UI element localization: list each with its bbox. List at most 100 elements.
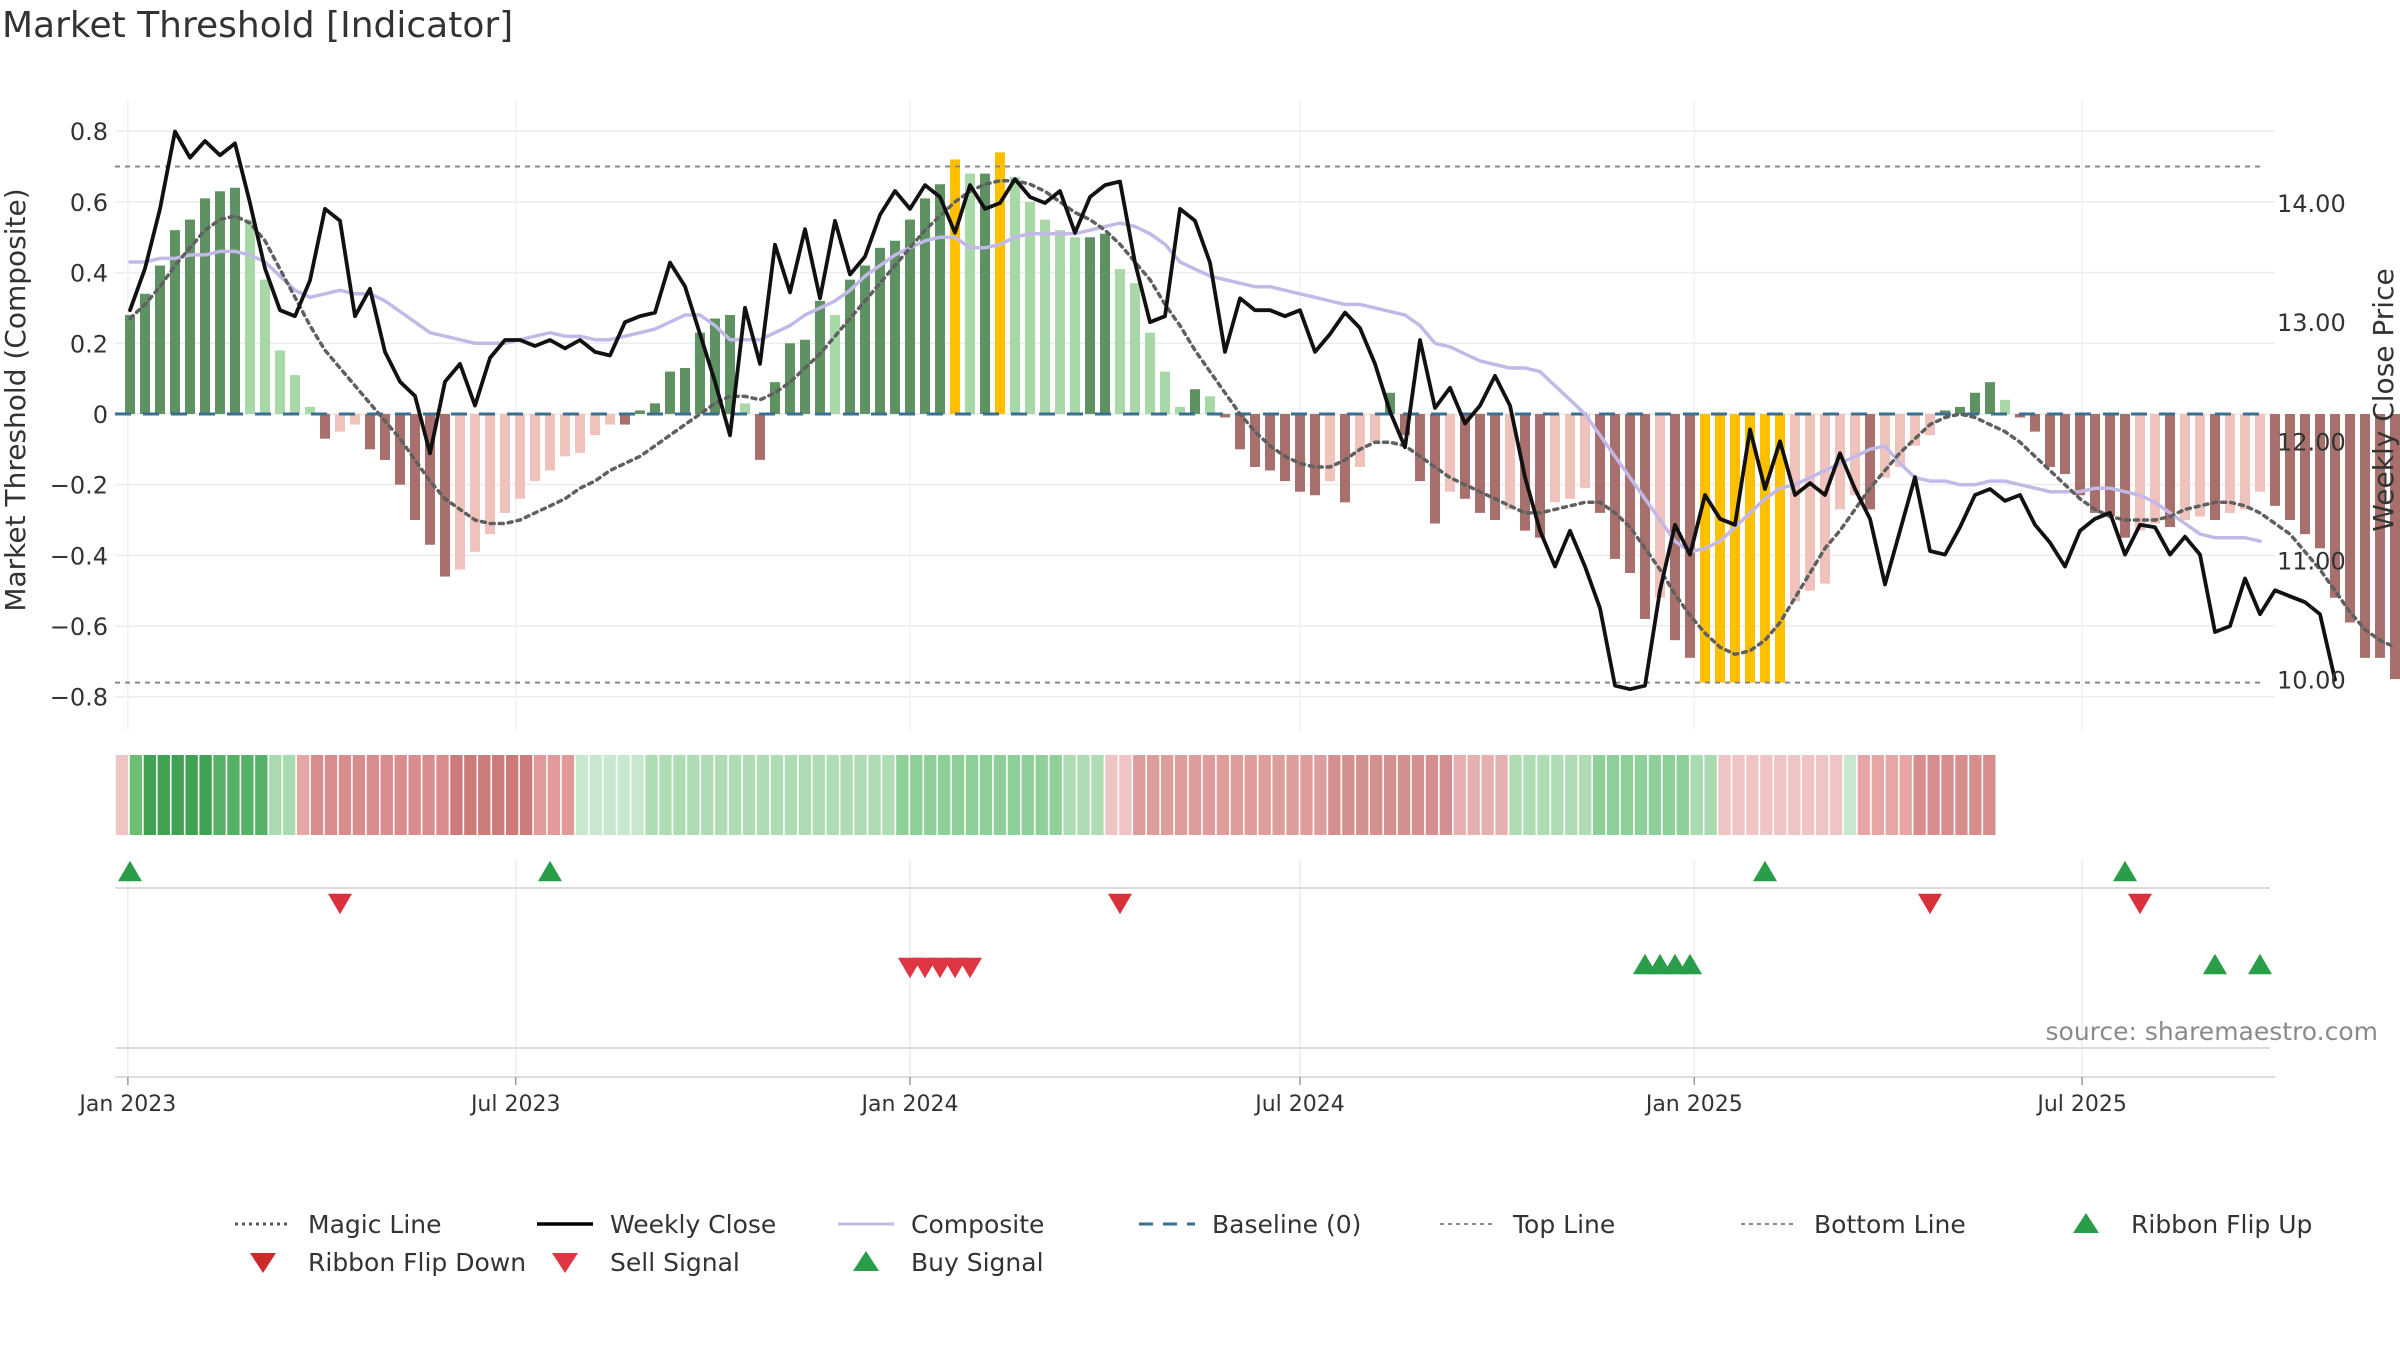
sell-signal-marker	[898, 957, 922, 979]
ribbon-cell	[826, 755, 839, 835]
ribbon-cell	[1244, 755, 1257, 835]
ribbon-cell	[1467, 755, 1480, 835]
y-left-tick-label: −0.4	[50, 542, 108, 570]
y-left-tick-label: −0.6	[50, 613, 108, 641]
ribbon-cell	[115, 755, 129, 835]
ribbon-cell	[1160, 755, 1174, 835]
ribbon-cell	[227, 755, 240, 835]
ribbon-cell	[1606, 755, 1620, 835]
ribbon-cell	[1815, 755, 1829, 835]
ribbon-cell	[673, 755, 686, 835]
composite-bar	[1489, 413, 1501, 520]
y-right-tick-label: 11.00	[2277, 548, 2346, 576]
composite-bar	[1444, 413, 1456, 492]
ribbon-cell	[1634, 755, 1648, 835]
composite-bar	[1909, 413, 1921, 446]
legend-label: Bottom Line	[1814, 1210, 1966, 1239]
ribbon-cell	[394, 755, 407, 835]
y-right-tick-label: 14.00	[2277, 190, 2346, 218]
ribbon-cell	[1188, 755, 1202, 835]
buy-signal-marker	[1633, 953, 1657, 975]
composite-bar	[2389, 413, 2400, 680]
ribbon-cell	[1885, 755, 1898, 835]
ribbon-cell	[1286, 755, 1299, 835]
composite-bar	[694, 332, 706, 414]
composite-bar	[1744, 413, 1756, 683]
composite-bar	[2284, 413, 2296, 520]
ribbon-cell	[575, 755, 589, 835]
ribbon-cell	[715, 755, 728, 835]
ribbon-cell	[756, 755, 770, 835]
ribbon-cell	[728, 755, 742, 835]
magic-line	[128, 178, 2397, 657]
composite-bar	[829, 315, 841, 414]
composite-bar	[1069, 237, 1081, 414]
legend-label: Weekly Close	[610, 1210, 776, 1239]
composite-bar	[1564, 413, 1576, 499]
composite-bar	[784, 343, 796, 414]
composite-bar	[1204, 396, 1216, 414]
composite-bar	[979, 173, 991, 414]
ribbon-cell	[380, 755, 393, 835]
y-axis-right-label: Weekly Close Price	[2367, 268, 2400, 531]
x-tick-label: Jul 2023	[469, 1092, 561, 1117]
ribbon-cell	[868, 755, 881, 835]
composite-bar	[1819, 413, 1831, 584]
ribbon-cell	[882, 755, 895, 835]
ribbon-cell	[1774, 755, 1787, 835]
ribbon-flip-down-marker	[2128, 893, 2152, 915]
composite-bar	[409, 413, 421, 520]
composite-bar	[814, 300, 826, 414]
ribbon-cell	[1007, 755, 1021, 835]
composite-bar	[2239, 413, 2251, 510]
ribbon-cell	[310, 755, 324, 835]
signal-layer	[115, 860, 2275, 1078]
composite-bar	[904, 219, 916, 414]
composite-bar	[1609, 413, 1621, 559]
composite-bar	[2089, 413, 2101, 513]
ribbon-cell	[505, 755, 519, 835]
composite-bar	[2074, 413, 2086, 496]
composite-bar	[1804, 413, 1816, 591]
ribbon-cell	[812, 755, 825, 835]
composite-bar	[1414, 413, 1426, 482]
composite-bar	[2269, 413, 2281, 506]
composite-bar	[859, 265, 871, 414]
composite-bar	[709, 318, 721, 414]
composite-bar	[124, 315, 136, 414]
ribbon-cell	[1133, 755, 1146, 835]
composite-bar	[529, 413, 541, 482]
composite-bar	[2254, 413, 2266, 492]
composite-bar	[1129, 283, 1141, 414]
ribbon-cell	[269, 755, 282, 835]
ribbon-cell	[910, 755, 923, 835]
composite-bar	[2329, 413, 2341, 598]
composite-bar	[1054, 230, 1066, 414]
ribbon-cell	[1969, 755, 1982, 835]
composite-bar	[1144, 332, 1156, 414]
ribbon-cell	[1383, 755, 1397, 835]
legend-label: Baseline (0)	[1212, 1210, 1361, 1239]
composite-bar	[2059, 413, 2071, 475]
ribbon-cell	[1871, 755, 1885, 835]
ribbon-cell	[1955, 755, 1968, 835]
composite-bar	[214, 191, 226, 414]
composite-bar	[1684, 413, 1696, 658]
ribbon-cell	[436, 755, 449, 835]
ribbon-cell	[1760, 755, 1773, 835]
ribbon-cell	[1718, 755, 1731, 835]
legend-swatch-marker	[250, 1253, 276, 1273]
composite-bar	[349, 413, 361, 425]
weekly-close-line	[128, 129, 2337, 692]
ribbon-cell	[171, 755, 184, 835]
composite-bar	[2374, 413, 2386, 658]
ribbon-cell	[1300, 755, 1313, 835]
ribbon-cell	[1801, 755, 1815, 835]
composite-bar	[1729, 413, 1741, 683]
y-left-tick-label: 0	[93, 401, 108, 429]
composite-bar	[1654, 413, 1666, 598]
composite-bars-layer	[124, 152, 2400, 683]
composite-bar	[1894, 413, 1906, 467]
ribbon-cell	[1927, 755, 1940, 835]
